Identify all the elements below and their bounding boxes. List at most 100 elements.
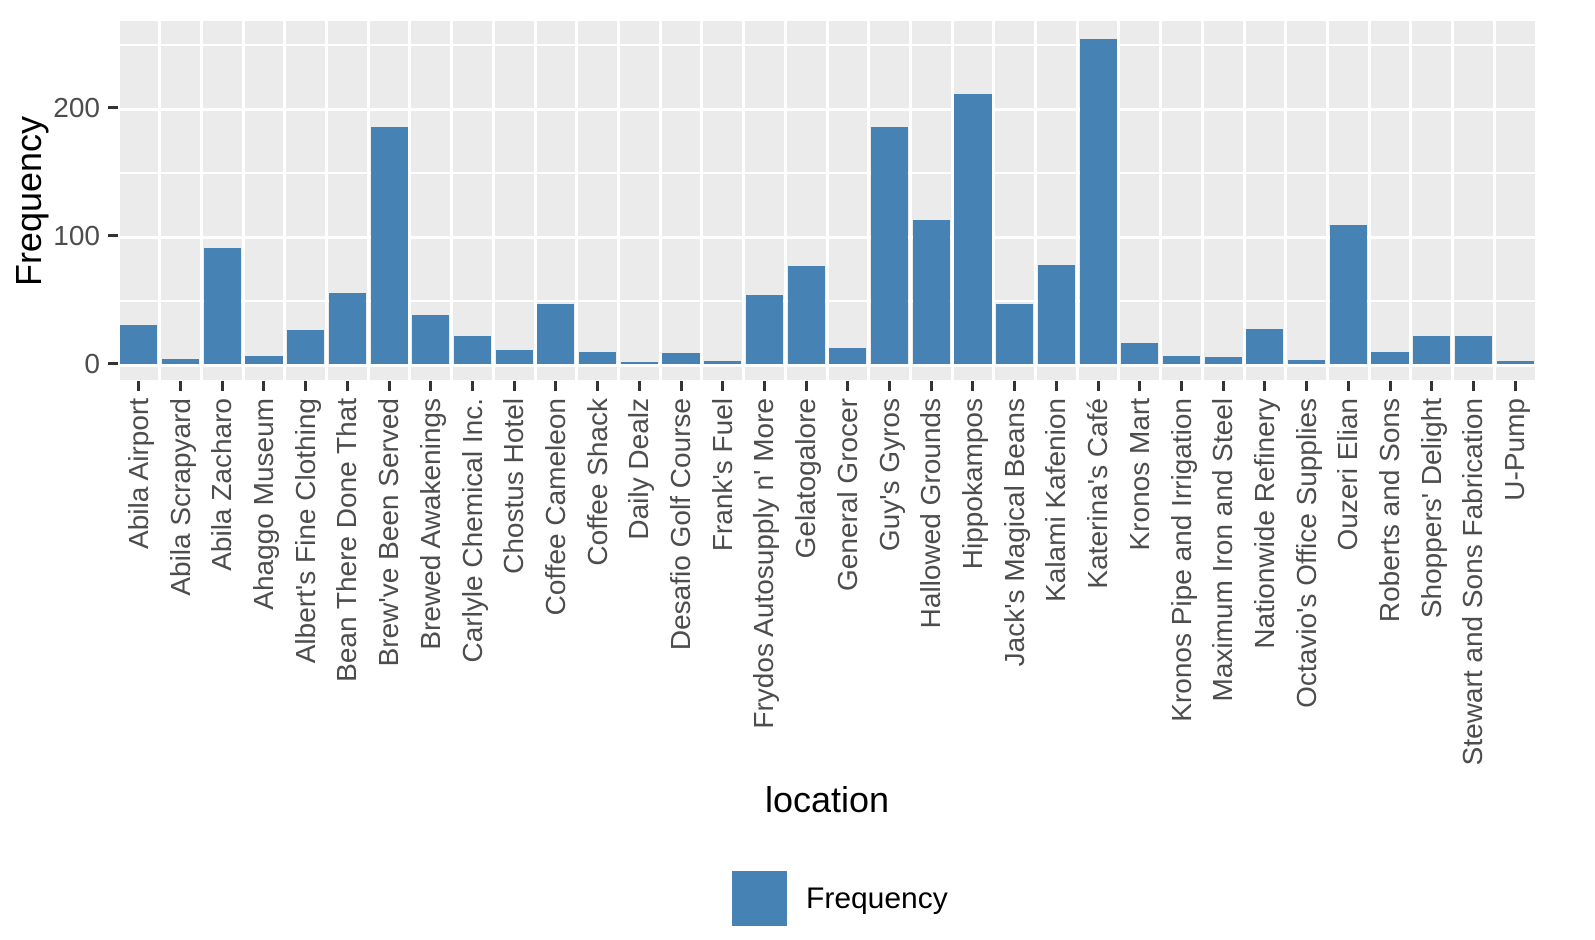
bar [1496,361,1534,364]
vertical-gridline [1492,21,1496,380]
y-axis-title-text: Frequency [8,115,49,286]
vertical-gridline [158,21,162,380]
x-tick-label: Carlyle Chemical Inc. [456,398,488,663]
x-tick-mark [179,381,183,391]
x-tick-mark [721,381,725,391]
vertical-gridline [366,21,370,380]
x-tick-mark [637,381,641,391]
vertical-gridline [992,21,996,380]
vertical-gridline [1409,21,1413,380]
bar [537,303,575,364]
vertical-gridline [950,21,954,380]
x-tick-label: Daily Dealz [623,398,655,540]
bar [704,361,742,364]
bar [1329,225,1367,364]
vertical-gridline [1159,21,1163,380]
x-tick-label: Gelatogalore [790,398,822,559]
x-tick-mark [971,381,975,391]
x-tick-mark [1221,381,1225,391]
x-tick-label: Kronos Pipe and Irrigation [1165,398,1197,722]
bar [203,248,241,364]
vertical-gridline [450,21,454,380]
legend: Frequency [732,871,948,926]
x-tick-mark [1471,381,1475,391]
x-tick-label: Shoppers' Delight [1415,398,1447,619]
x-tick-mark [888,381,892,391]
x-tick-label: Roberts and Sons [1374,398,1406,623]
y-tick-label: 0 [84,347,100,379]
x-tick-label: Coffee Cameleon [539,398,571,616]
vertical-gridline [742,21,746,380]
bar [1121,343,1159,364]
bar [579,352,617,364]
vertical-gridline [1284,21,1288,380]
x-tick-label: Guy's Gyros [873,398,905,552]
vertical-gridline [1367,21,1371,380]
bar [495,349,533,364]
vertical-gridline [908,21,912,380]
bar [1246,329,1284,364]
vertical-gridline [241,21,245,380]
x-tick-mark [1263,381,1267,391]
bar [1204,357,1242,364]
x-tick-mark [1430,381,1434,391]
x-tick-mark [929,381,933,391]
x-tick-mark [429,381,433,391]
x-tick-label: Frank's Fuel [706,398,738,552]
x-tick-mark [220,381,224,391]
x-tick-mark [804,381,808,391]
x-tick-mark [471,381,474,391]
bar [287,330,325,364]
vertical-gridline [1451,21,1455,380]
bar [161,358,200,364]
vertical-gridline [1034,21,1038,380]
x-tick-mark [1346,381,1350,391]
bar [120,325,158,364]
x-tick-label: Stewart and Sons Fabrication [1457,398,1489,766]
bar [829,348,867,364]
x-tick-mark [1096,381,1100,391]
bar [1079,38,1117,364]
x-tick-label: Nationwide Refinery [1248,398,1280,649]
x-axis-title: location [764,779,890,820]
x-tick-label: Abila Airport [122,398,154,549]
y-tick-label: 200 [53,91,100,123]
x-tick-label: Kalami Kafenion [1040,398,1072,602]
bar [620,362,658,364]
x-tick-mark [304,381,308,391]
x-tick-label: Hallowed Grounds [915,398,947,629]
bar [1288,359,1326,364]
bar [453,335,492,364]
vertical-gridline [575,21,579,380]
vertical-gridline [1200,21,1204,380]
x-tick-label: Abila Scrapyard [164,398,196,596]
vertical-gridline [700,21,704,380]
vertical-gridline [199,21,203,380]
y-tick-mark [108,234,118,238]
vertical-gridline [783,21,787,380]
vertical-gridline [658,21,662,380]
x-tick-label: Chostus Hotel [498,398,530,574]
x-tick-label: Ahaggo Museum [247,398,279,610]
bar [328,293,366,364]
vertical-gridline [491,21,495,380]
bar [370,126,408,364]
vertical-gridline [1534,21,1538,380]
bar [1037,265,1075,364]
x-tick-label: Frydos Autosupply n' More [748,398,780,729]
x-tick-label: Bean There Done That [331,398,363,682]
bar [912,220,950,364]
bar [745,294,783,364]
x-tick-mark [137,381,141,391]
x-tick-mark [554,381,558,391]
vertical-gridline [1242,21,1246,380]
x-tick-label: Brewed Awakenings [414,398,446,650]
bar [1162,356,1201,364]
y-tick-mark [108,106,118,110]
y-axis-title: Frequency [0,21,58,380]
x-tick-label: Maximum Iron and Steel [1207,398,1239,702]
vertical-gridline [1075,21,1079,380]
x-tick-label: Albert's Fine Clothing [289,398,321,664]
bar [870,126,909,364]
